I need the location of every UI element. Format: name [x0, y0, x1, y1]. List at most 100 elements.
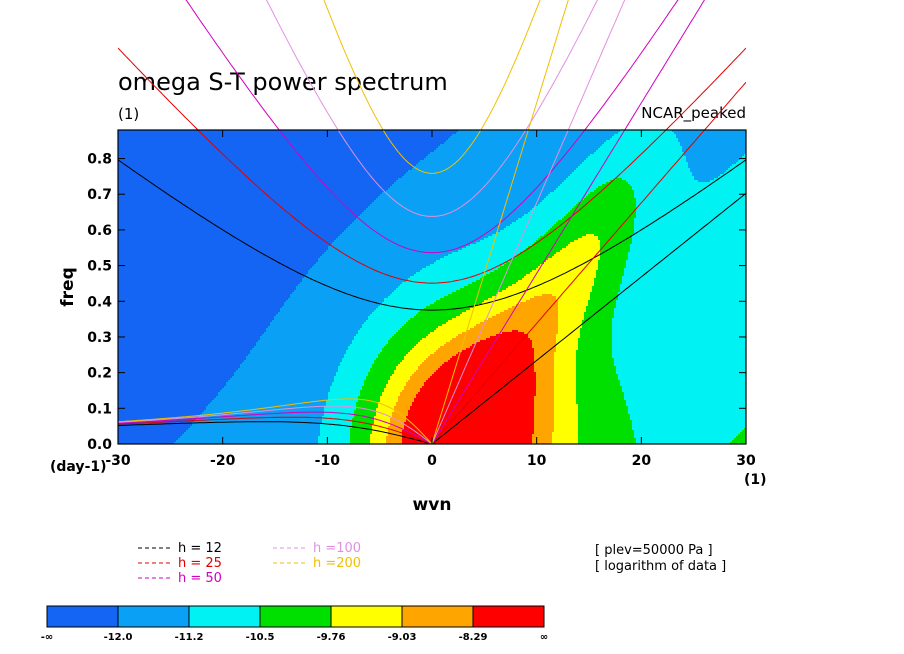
- contour-cell: [576, 382, 621, 385]
- contour-cell: [740, 158, 746, 161]
- contour-cell: [404, 426, 535, 429]
- contour-cell: [534, 354, 555, 357]
- contour-cell: [392, 336, 427, 339]
- contour-cell: [532, 344, 557, 347]
- contour-cell: [556, 342, 579, 345]
- x-tick-label: 20: [632, 453, 652, 469]
- contour-cell: [532, 244, 569, 247]
- contour-cell: [392, 412, 409, 415]
- contour-cell: [410, 406, 535, 409]
- contour-cell: [350, 432, 373, 435]
- contour-cell: [634, 196, 746, 199]
- contour-cell: [328, 392, 361, 395]
- contour-cell: [484, 300, 527, 303]
- contour-cell: [554, 398, 577, 401]
- contour-cell: [376, 308, 425, 311]
- contour-cell: [484, 320, 559, 323]
- contour-cell: [554, 382, 577, 385]
- colorbar-swatch: [259, 605, 332, 628]
- contour-cell: [310, 268, 423, 271]
- contour-cell: [534, 370, 555, 373]
- contour-cell: [374, 310, 421, 313]
- contour-cell: [406, 418, 535, 421]
- contour-cell: [342, 358, 377, 361]
- colorbar: -∞ -12.0 -11.2 -10.5 -9.76 -9.03 -8.29 ∞: [41, 605, 548, 643]
- contour-cell: [384, 346, 415, 349]
- contour-cell: [396, 288, 461, 291]
- title-units: (1): [118, 105, 139, 123]
- contour-cell: [518, 330, 559, 333]
- contour-cell: [604, 142, 681, 145]
- contour-cell: [390, 186, 559, 189]
- legend-label: h = 12: [178, 541, 222, 556]
- contour-cell: [358, 398, 381, 401]
- contour-cell: [354, 338, 391, 341]
- contour-cell: [118, 290, 295, 293]
- contour-cell: [332, 242, 477, 245]
- x-tick-label: 30: [736, 453, 756, 469]
- contour-cell: [630, 414, 746, 417]
- contour-cell: [218, 392, 329, 395]
- contour-cell: [290, 296, 389, 299]
- contour-cell: [728, 168, 746, 171]
- contour-cell: [538, 204, 577, 207]
- contour-cell: [598, 148, 683, 151]
- contour-cell: [214, 398, 329, 401]
- contour-cell: [306, 274, 415, 277]
- contour-cell: [626, 262, 746, 265]
- contour-cell: [234, 372, 337, 375]
- contour-cell: [118, 270, 309, 273]
- contour-cell: [536, 392, 555, 395]
- contour-cell: [532, 208, 573, 211]
- contour-cell: [318, 438, 351, 441]
- contour-cell: [472, 282, 517, 285]
- contour-cell: [364, 380, 389, 383]
- contour-cell: [490, 272, 531, 275]
- contour-cell: [624, 394, 746, 397]
- contour-cell: [400, 362, 423, 365]
- contour-cell: [334, 240, 481, 243]
- contour-cell: [410, 318, 453, 321]
- contour-cell: [546, 196, 587, 199]
- contour-cell: [532, 342, 557, 345]
- contour-cell: [736, 436, 746, 439]
- contour-cell: [534, 418, 555, 421]
- contour-cell: [320, 432, 351, 435]
- contour-cell: [618, 374, 746, 377]
- contour-cell: [378, 404, 397, 407]
- contour-cell: [606, 140, 679, 143]
- contour-cell: [516, 220, 559, 223]
- legend-label: h = 50: [178, 571, 222, 586]
- y-axis: 0.0 0.1 0.2 0.3 0.4 0.5 0.6 0.7 0.8: [87, 152, 746, 453]
- y-tick-label: 0.4: [87, 294, 112, 310]
- contour-cell: [576, 374, 619, 377]
- contour-cell: [556, 296, 591, 299]
- contour-cell: [118, 206, 369, 209]
- contour-cell: [398, 400, 415, 403]
- contour-cell: [488, 318, 559, 321]
- contour-cell: [502, 290, 593, 293]
- contour-cell: [380, 304, 431, 307]
- contour-cell: [458, 130, 621, 133]
- contour-cell: [448, 320, 485, 323]
- contour-cell: [482, 276, 525, 279]
- y-tick-label: 0.5: [87, 259, 112, 275]
- contour-cell: [118, 256, 321, 259]
- contour-cell: [606, 182, 629, 185]
- contour-cell: [634, 220, 746, 223]
- contour-cell: [584, 198, 637, 201]
- contour-cell: [408, 320, 449, 323]
- contour-cell: [396, 366, 419, 369]
- contour-cell: [360, 392, 383, 395]
- contour-cell: [590, 294, 619, 297]
- contour-cell: [578, 202, 637, 205]
- contour-cell: [590, 296, 619, 299]
- contour-cell: [382, 192, 551, 195]
- contour-cell: [452, 356, 535, 359]
- contour-cell: [414, 274, 487, 277]
- x-tick-label: -30: [105, 453, 131, 469]
- contour-cell: [450, 340, 481, 343]
- contour-cell: [560, 250, 601, 253]
- contour-cell: [576, 350, 613, 353]
- contour-cell: [554, 254, 601, 257]
